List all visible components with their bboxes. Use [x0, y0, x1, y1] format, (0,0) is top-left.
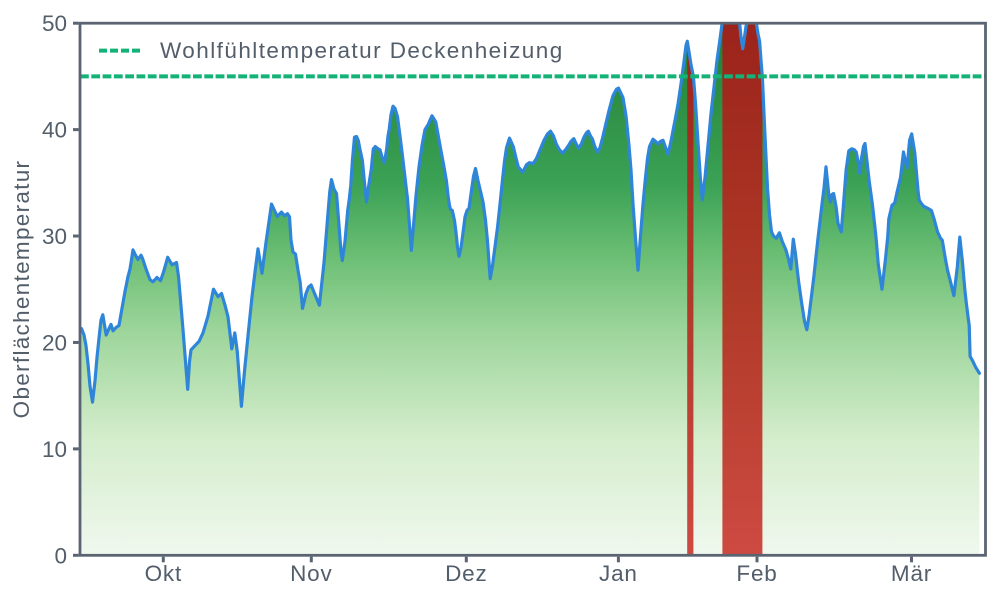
svg-text:50: 50 — [42, 11, 67, 36]
svg-text:40: 40 — [42, 118, 67, 143]
svg-text:30: 30 — [42, 224, 67, 249]
svg-text:20: 20 — [42, 331, 67, 356]
svg-text:Nov: Nov — [290, 561, 332, 586]
svg-text:Okt: Okt — [145, 561, 182, 586]
svg-text:Oberflächentemperatur: Oberflächentemperatur — [9, 160, 34, 419]
svg-text:Wohlfühltemperatur Deckenheizu: Wohlfühltemperatur Deckenheizung — [160, 38, 564, 63]
svg-text:Feb: Feb — [736, 561, 777, 586]
svg-text:Jan: Jan — [599, 561, 638, 586]
svg-text:0: 0 — [54, 543, 67, 568]
svg-text:Dez: Dez — [445, 561, 487, 586]
svg-text:10: 10 — [42, 437, 67, 462]
svg-text:Mär: Mär — [891, 561, 932, 586]
